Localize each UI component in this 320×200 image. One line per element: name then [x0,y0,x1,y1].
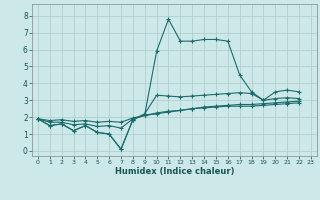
X-axis label: Humidex (Indice chaleur): Humidex (Indice chaleur) [115,167,234,176]
